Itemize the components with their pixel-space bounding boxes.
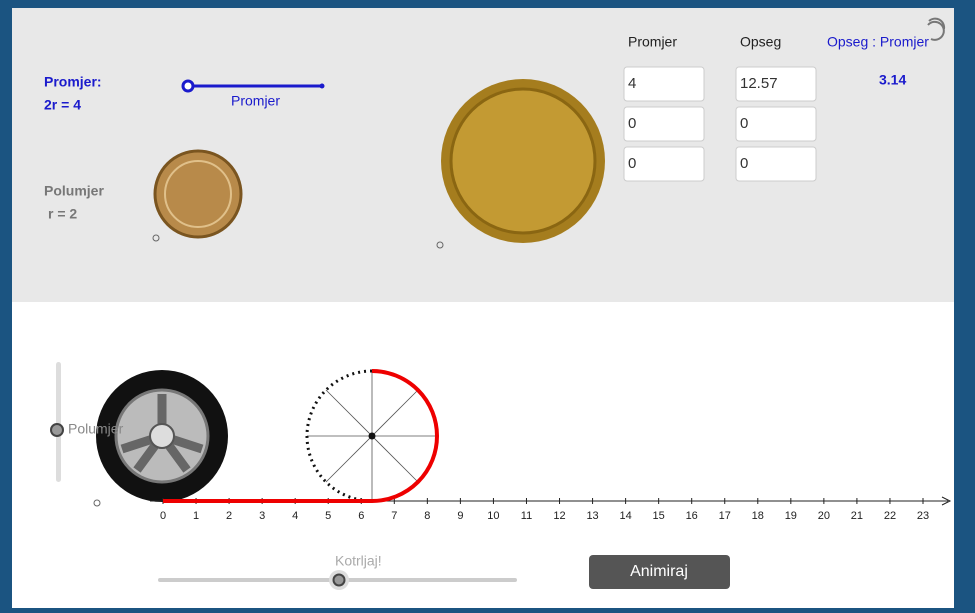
ratio-value: 3.14 [879,72,906,88]
input-value[interactable]: 0 [740,155,748,172]
tick-label: 12 [553,510,565,522]
tick-label: 4 [292,510,298,522]
tick-label: 11 [521,510,532,522]
vertical-slider[interactable] [56,362,61,482]
polumjer-value: r = 2 [48,206,77,222]
tick-label: 0 [160,510,166,522]
tick-label: 5 [325,510,331,522]
tick-label: 13 [586,510,598,522]
promjer-slider-end [320,84,325,89]
tick-label: 17 [719,510,731,522]
header-ratio: Opseg : Promjer [827,34,929,50]
tick-label: 19 [785,510,797,522]
input-value[interactable]: 0 [628,155,636,172]
input-value[interactable]: 0 [740,115,748,132]
tick-label: 7 [391,510,397,522]
promjer-label: Promjer: [44,74,102,90]
roll-slider-label: Kotrljaj! [335,553,382,569]
polumjer-label: Polumjer [44,183,104,199]
tick-label: 6 [358,510,364,522]
tick-label: 14 [619,510,631,522]
promjer-slider-handle[interactable] [183,81,193,91]
tick-label: 9 [457,510,463,522]
tick-label: 2 [226,510,232,522]
vertical-slider-handle[interactable] [51,424,63,436]
input-value[interactable]: 4 [628,75,636,92]
tick-label: 20 [818,510,830,522]
circle-center [369,433,376,440]
tick-label: 8 [424,510,430,522]
applet: Promjer: 2r = 4 Promjer Polumjer r = 2 P… [0,0,975,613]
header-opseg: Opseg [740,34,781,50]
wheel-hub [150,424,174,448]
animiraj-button-label[interactable]: Animiraj [630,563,688,580]
tick-label: 3 [259,510,265,522]
tick-label: 22 [884,510,896,522]
tick-label: 16 [686,510,698,522]
tick-label: 21 [851,510,863,522]
header-promjer: Promjer [628,34,677,50]
tick-label: 18 [752,510,764,522]
tick-label: 15 [653,510,665,522]
input-value[interactable]: 12.57 [740,75,778,92]
roll-slider-handle[interactable] [334,575,345,586]
promjer-value: 2r = 4 [44,97,81,113]
page: Promjer: 2r = 4 Promjer Polumjer r = 2 P… [0,0,975,613]
lid-top [451,89,595,233]
promjer-slider-label: Promjer [231,93,280,109]
input-value[interactable]: 0 [628,115,636,132]
coin [155,151,241,237]
tick-label: 10 [487,510,499,522]
tick-label: 23 [917,510,929,522]
vertical-slider-label: Polumjer [68,421,124,437]
tick-label: 1 [193,510,199,522]
